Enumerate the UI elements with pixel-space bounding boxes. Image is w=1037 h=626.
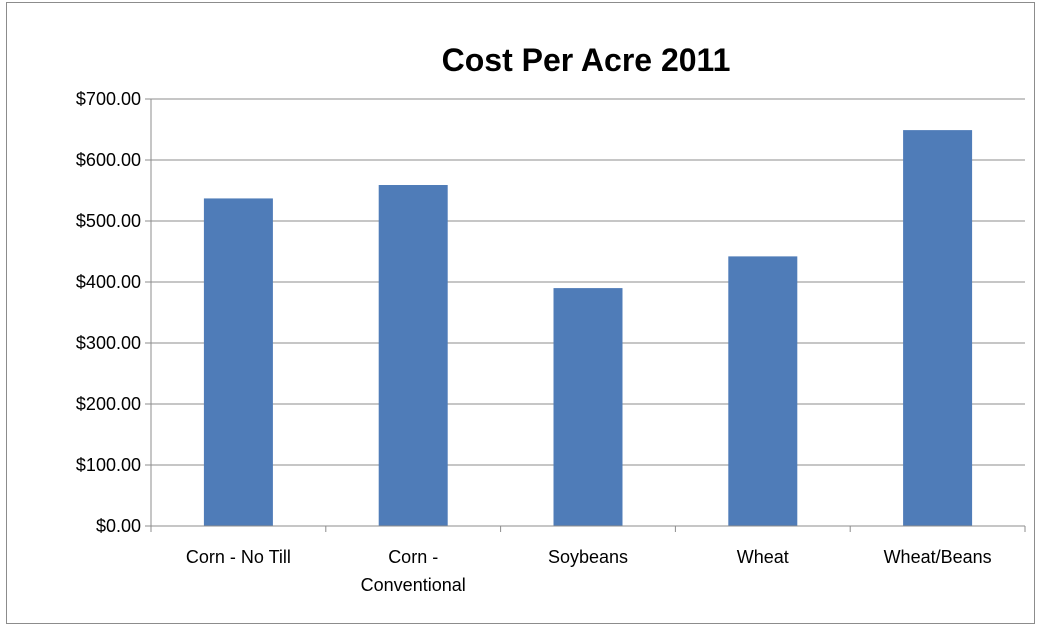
y-tick-label: $100.00 — [76, 455, 141, 475]
x-category-label: Corn -Conventional — [361, 547, 466, 595]
y-tick-label: $600.00 — [76, 150, 141, 170]
x-category-label: Wheat — [737, 547, 789, 567]
y-tick-label: $500.00 — [76, 211, 141, 231]
bars — [203, 130, 973, 527]
bar — [203, 198, 273, 526]
axes — [150, 99, 1026, 532]
chart-title: Cost Per Acre 2011 — [442, 42, 731, 78]
y-tick-label: $700.00 — [76, 89, 141, 109]
bar — [728, 256, 798, 526]
bar — [903, 130, 973, 527]
y-tick-label: $200.00 — [76, 394, 141, 414]
bar — [378, 185, 448, 526]
y-tick-label: $300.00 — [76, 333, 141, 353]
y-tick-label: $400.00 — [76, 272, 141, 292]
chart-frame: Cost Per Acre 2011 $0.00 $100.00 $200.00 $3… — [6, 2, 1035, 624]
y-axis-ticks: $0.00 $100.00 $200.00 $300.00 $400.00 $500.00… — [76, 89, 151, 536]
x-category-label: Wheat/Beans — [884, 547, 992, 567]
x-axis-categories: Corn - No Till Corn -Conventional Soybeans… — [186, 547, 992, 595]
y-tick-label: $0.00 — [96, 516, 141, 536]
x-category-label: Soybeans — [548, 547, 628, 567]
bar — [553, 288, 623, 526]
bar-chart: Cost Per Acre 2011 $0.00 $100.00 $200.00 $3… — [76, 42, 1026, 595]
x-category-label: Corn - No Till — [186, 547, 291, 567]
